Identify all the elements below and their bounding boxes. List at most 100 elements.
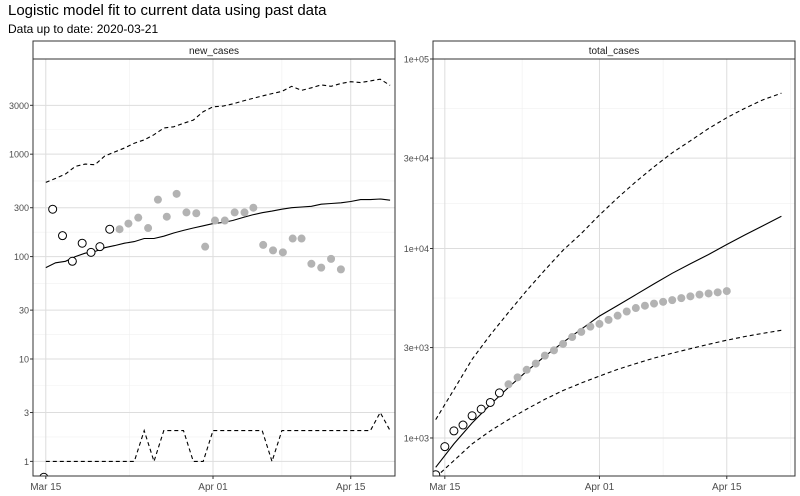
series-layer: [39, 78, 391, 476]
data-point-subsequent: [504, 380, 513, 389]
data-point-subsequent: [336, 265, 345, 274]
chart-subtitle: Data up to date: 2020-03-21: [8, 22, 159, 36]
data-point-subsequent: [631, 304, 640, 313]
data-point-subsequent: [327, 254, 336, 263]
x-tick-label: Mar 15: [30, 482, 62, 493]
y-tick-label: 3e+03: [404, 343, 429, 353]
data-point-observed: [48, 204, 58, 214]
data-point-subsequent: [677, 294, 686, 303]
series-line-upper-bound: [435, 92, 782, 420]
data-point-subsequent: [192, 209, 201, 218]
data-point-observed: [476, 404, 486, 414]
data-point-observed: [467, 411, 477, 421]
data-point-observed: [39, 472, 49, 476]
data-point-subsequent: [531, 359, 540, 368]
plot-area: [33, 59, 395, 476]
y-tick-label: 3e+04: [404, 154, 429, 164]
grid-lines: [433, 59, 795, 476]
y-tick-label: 1e+05: [404, 55, 429, 65]
data-point-subsequent: [695, 290, 704, 299]
data-point-subsequent: [182, 208, 191, 217]
y-tick-label: 1e+03: [404, 433, 429, 443]
data-point-subsequent: [259, 240, 268, 249]
data-point-subsequent: [604, 315, 613, 324]
data-point-subsequent: [595, 319, 604, 328]
data-point-observed: [433, 470, 441, 476]
y-tick-label: 1e+04: [404, 244, 429, 254]
data-point-observed: [86, 247, 96, 257]
data-point-subsequent: [210, 216, 219, 225]
data-point-observed: [458, 420, 468, 430]
data-point-observed: [494, 388, 504, 398]
data-point-subsequent: [201, 242, 210, 251]
data-point-subsequent: [704, 289, 713, 298]
data-point-subsequent: [650, 299, 659, 308]
series-line-upper-bound: [45, 78, 391, 183]
data-point-subsequent: [162, 212, 171, 221]
data-point-subsequent: [249, 203, 258, 212]
data-point-subsequent: [659, 297, 668, 306]
data-point-subsequent: [640, 301, 649, 310]
series-layer: [433, 92, 782, 476]
data-point-observed: [95, 242, 105, 252]
data-point-observed: [485, 397, 495, 407]
grid-lines: [33, 59, 395, 476]
x-tick-label: Mar 15: [429, 482, 461, 493]
data-point-subsequent: [513, 373, 522, 382]
data-point-subsequent: [124, 219, 133, 228]
chart-title: Logistic model fit to current data using…: [8, 2, 327, 19]
data-point-observed: [440, 442, 450, 452]
data-point-subsequent: [307, 259, 316, 268]
data-point-subsequent: [622, 307, 631, 316]
plot-area: [433, 59, 795, 476]
data-point-subsequent: [278, 248, 287, 257]
y-tick-label: 3000: [9, 101, 29, 111]
y-tick-label: 300: [14, 203, 29, 213]
data-point-subsequent: [586, 322, 595, 331]
panel-border: [432, 58, 796, 477]
y-tick-label: 1000: [9, 150, 29, 160]
data-point-subsequent: [713, 288, 722, 297]
x-tick-label: Apr 15: [336, 482, 366, 493]
y-tick-label: 100: [14, 252, 29, 262]
data-point-observed: [67, 256, 77, 266]
data-point-subsequent: [172, 189, 181, 198]
data-point-subsequent: [549, 346, 558, 355]
data-point-subsequent: [115, 225, 124, 234]
data-point-subsequent: [613, 311, 622, 320]
x-tick-label: Apr 15: [712, 482, 742, 493]
panel-new_cases: new_cases 1 3 10 30 100 300 1000 3000 Mar 15 Apr 0…: [9, 40, 396, 493]
data-point-subsequent: [134, 213, 143, 222]
facet-strip-label: new_cases: [189, 46, 239, 57]
data-point-observed: [449, 426, 459, 436]
data-point-subsequent: [559, 339, 568, 348]
data-point-subsequent: [240, 208, 249, 217]
series-line-lower-bound: [45, 411, 391, 464]
data-point-observed: [77, 238, 87, 248]
panel-border: [32, 58, 396, 477]
data-point-subsequent: [668, 296, 677, 305]
data-point-subsequent: [220, 216, 229, 225]
y-tick-label: 10: [19, 354, 29, 364]
x-tick-label: Apr 01: [198, 482, 228, 493]
data-point-subsequent: [230, 208, 239, 217]
data-point-subsequent: [144, 224, 153, 233]
panel-total_cases: total_cases 1e+03 3e+03 1e+04 3e+04 1e+05 Mar …: [404, 40, 796, 493]
data-point-subsequent: [577, 327, 586, 336]
data-point-subsequent: [540, 351, 549, 360]
data-point-observed: [105, 224, 115, 234]
data-point-subsequent: [568, 333, 577, 342]
data-point-subsequent: [686, 292, 695, 301]
facet-strip-label: total_cases: [589, 46, 640, 57]
data-point-subsequent: [722, 287, 731, 296]
data-point-subsequent: [153, 195, 162, 204]
data-point-subsequent: [288, 234, 297, 243]
y-tick-label: 1: [24, 457, 29, 467]
data-point-subsequent: [522, 365, 531, 374]
y-tick-label: 30: [19, 306, 29, 316]
x-tick-label: Apr 01: [585, 482, 615, 493]
y-tick-label: 3: [24, 408, 29, 418]
series-line-lower-bound: [436, 329, 782, 476]
